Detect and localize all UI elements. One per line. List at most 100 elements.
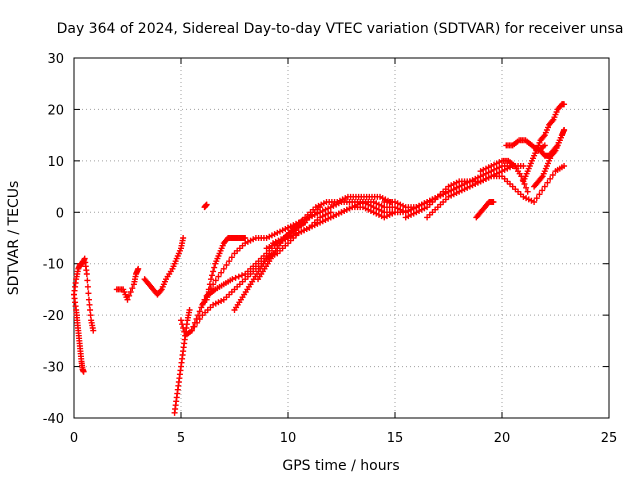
data-point bbox=[210, 268, 217, 275]
plot-frame bbox=[73, 57, 610, 419]
y-tick-label: 30 bbox=[47, 52, 64, 67]
data-point bbox=[207, 276, 214, 283]
data-point bbox=[209, 272, 216, 279]
data-point bbox=[86, 301, 93, 308]
data-point bbox=[561, 127, 568, 133]
y-tick-label: -20 bbox=[43, 309, 64, 324]
series-track-y bbox=[201, 201, 210, 211]
data-point bbox=[126, 292, 133, 299]
data-point bbox=[85, 296, 92, 303]
data-point bbox=[547, 175, 554, 182]
data-point bbox=[561, 163, 568, 169]
y-tick-label: -40 bbox=[43, 412, 64, 427]
data-point bbox=[203, 201, 210, 208]
data-point bbox=[84, 277, 91, 284]
data-point bbox=[90, 327, 97, 334]
data-point bbox=[541, 183, 548, 190]
x-tick-label: 10 bbox=[280, 431, 297, 446]
data-point bbox=[520, 163, 527, 169]
data-point bbox=[232, 274, 239, 281]
x-axis-title: GPS time / hours bbox=[282, 458, 399, 474]
data-point bbox=[238, 272, 245, 279]
series-track-s bbox=[473, 199, 497, 221]
data-point bbox=[180, 325, 187, 331]
data-point bbox=[196, 316, 203, 322]
y-tick-label: -10 bbox=[43, 258, 64, 273]
data-point bbox=[211, 264, 218, 271]
data-point bbox=[179, 321, 186, 328]
data-point bbox=[538, 174, 545, 181]
y-tick-label: 0 bbox=[56, 206, 64, 221]
y-axis-tick-labels: -40 -30 -20 -10 0 10 20 30 bbox=[43, 52, 64, 427]
x-tick-label: 15 bbox=[387, 431, 404, 446]
data-point bbox=[229, 276, 236, 283]
data-point bbox=[215, 273, 222, 280]
data-point bbox=[549, 118, 556, 124]
axis-ticks bbox=[73, 57, 610, 419]
data-point bbox=[540, 133, 547, 140]
x-tick-label: 25 bbox=[601, 431, 618, 446]
data-point bbox=[327, 209, 334, 216]
data-point bbox=[531, 199, 538, 205]
data-point bbox=[212, 277, 219, 284]
data-point bbox=[524, 188, 531, 195]
data-point bbox=[124, 296, 131, 303]
data-point bbox=[536, 191, 543, 198]
data-point bbox=[194, 319, 201, 326]
data-point bbox=[178, 317, 184, 324]
data-point bbox=[135, 265, 142, 272]
x-tick-label: 20 bbox=[494, 431, 511, 446]
data-point bbox=[242, 235, 249, 241]
data-point bbox=[561, 101, 568, 108]
y-tick-label: 10 bbox=[47, 155, 64, 170]
data-point bbox=[539, 187, 546, 194]
data-point bbox=[553, 143, 560, 150]
series-track-b bbox=[71, 291, 87, 375]
series-track-a bbox=[71, 255, 97, 334]
data-point bbox=[206, 281, 213, 288]
series-track-x bbox=[537, 127, 568, 159]
data-point bbox=[87, 312, 94, 319]
data-point bbox=[127, 289, 134, 295]
data-point bbox=[186, 307, 193, 313]
data-point bbox=[85, 290, 92, 297]
x-tick-label: 0 bbox=[70, 431, 78, 446]
series-track-v bbox=[520, 101, 568, 185]
y-axis-title: SDTVAR / TECUs bbox=[6, 181, 22, 296]
data-point bbox=[523, 184, 530, 191]
data-point bbox=[80, 368, 87, 375]
y-tick-label: -30 bbox=[43, 361, 64, 376]
data-point bbox=[84, 283, 91, 290]
series-track-i bbox=[203, 235, 249, 303]
data-point bbox=[205, 286, 212, 293]
data-point bbox=[129, 285, 136, 292]
data-point bbox=[235, 273, 242, 280]
data-point bbox=[223, 262, 230, 268]
x-axis-tick-labels: 0 5 10 15 20 25 bbox=[70, 431, 617, 446]
series-track-r bbox=[424, 163, 568, 221]
data-point bbox=[204, 291, 211, 298]
data-point bbox=[544, 179, 551, 186]
data-point bbox=[218, 269, 225, 276]
data-point bbox=[83, 271, 90, 277]
data-point bbox=[87, 307, 94, 313]
data-point bbox=[191, 323, 198, 330]
chart-title: Day 364 of 2024, Sidereal Day-to-day VTE… bbox=[57, 21, 624, 37]
x-tick-label: 5 bbox=[177, 431, 185, 446]
data-point bbox=[226, 258, 233, 265]
data-point bbox=[188, 327, 195, 334]
data-point bbox=[196, 308, 203, 315]
data-point bbox=[180, 235, 187, 241]
data-point bbox=[549, 172, 556, 178]
y-tick-label: 20 bbox=[47, 103, 64, 118]
data-point bbox=[228, 254, 235, 261]
series-track-c bbox=[113, 265, 142, 303]
data-point bbox=[157, 287, 164, 294]
data-points bbox=[71, 101, 568, 416]
series-track-d bbox=[141, 235, 187, 298]
data-point bbox=[541, 142, 548, 149]
data-point bbox=[220, 265, 227, 272]
